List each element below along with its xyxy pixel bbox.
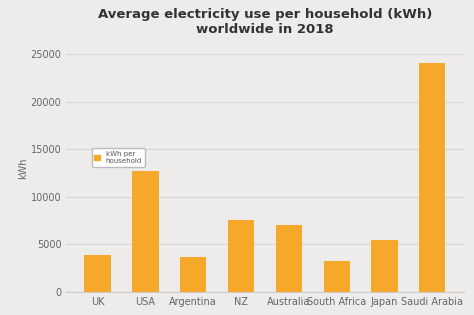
Title: Average electricity use per household (kWh)
worldwide in 2018: Average electricity use per household (k…: [98, 8, 432, 36]
Bar: [84, 255, 111, 292]
Bar: [276, 225, 302, 292]
Bar: [228, 220, 254, 292]
Bar: [371, 240, 398, 292]
Legend: kWh per
household: kWh per household: [91, 148, 145, 167]
Bar: [180, 257, 206, 292]
Bar: [132, 171, 158, 292]
Y-axis label: kWh: kWh: [18, 158, 28, 179]
Bar: [324, 261, 350, 292]
Bar: [419, 63, 446, 292]
